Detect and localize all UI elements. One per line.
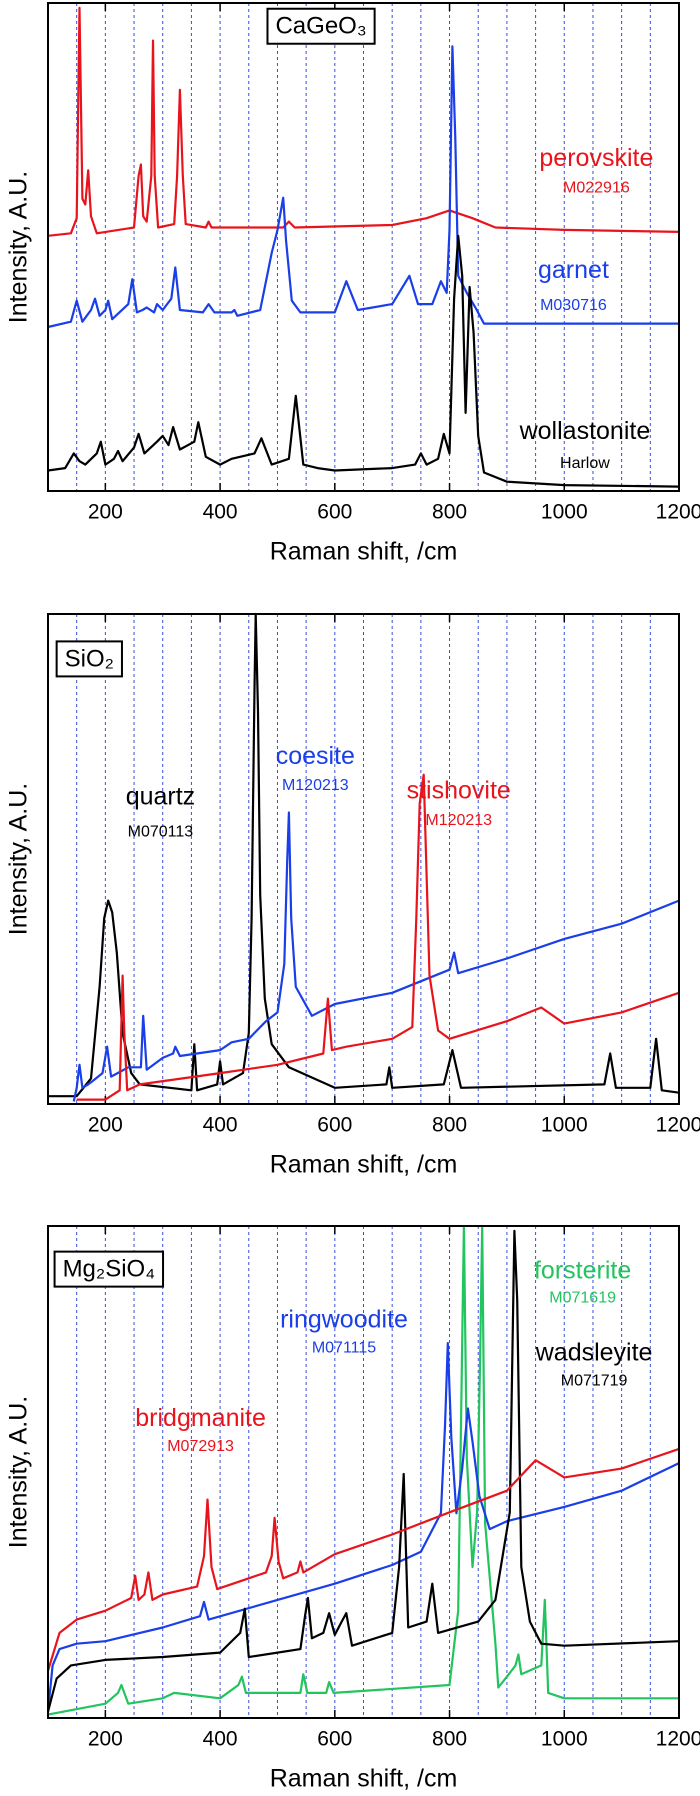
x-tick-label: 1000: [541, 501, 588, 524]
series-label: garnet: [538, 256, 609, 284]
x-axis-title: Raman shift, /cm: [270, 1151, 458, 1179]
x-tick-label: 800: [432, 1728, 467, 1751]
x-tick-label: 200: [88, 1114, 123, 1137]
series-label: bridgmanite: [135, 1404, 266, 1432]
sample-id: M120213: [425, 812, 492, 829]
sample-id: Harlow: [560, 455, 610, 472]
x-axis-title: Raman shift, /cm: [270, 538, 458, 566]
panel-title: SiO₂: [65, 645, 114, 672]
spectrum: [46, 1341, 680, 1712]
plot-frame: [47, 2, 680, 492]
series-label: stishovite: [407, 776, 511, 804]
sample-id: M072913: [167, 1438, 234, 1455]
spectrum: [76, 773, 680, 1101]
spectrum: [46, 1447, 680, 1672]
spectrum: [46, 1229, 680, 1712]
panel: 200 400 600 800 1000 1200 Raman shift, /cm Inte…: [5, 2, 700, 566]
sample-id: M030716: [540, 297, 607, 314]
x-tick-label: 800: [432, 501, 467, 524]
x-tick-label: 1200: [656, 501, 700, 524]
x-tick-label: 400: [203, 1114, 238, 1137]
x-tick-label: 1000: [541, 1728, 588, 1751]
y-axis-title: Intensity, A.U.: [5, 783, 33, 935]
spectrum: [47, 234, 680, 488]
sample-id: M120213: [282, 777, 349, 794]
title-box: [55, 640, 123, 678]
x-tick-label: 600: [317, 1114, 352, 1137]
series-label: coesite: [276, 742, 355, 770]
y-axis-title: Intensity, A.U.: [5, 1396, 33, 1548]
sample-id: M071719: [561, 1373, 628, 1390]
x-tick-label: 200: [88, 1728, 123, 1751]
x-tick-label: 600: [317, 501, 352, 524]
spectrum: [47, 6, 680, 237]
spectrum: [47, 1224, 679, 1716]
x-axis-title: Raman shift, /cm: [270, 1765, 458, 1793]
x-tick-label: 600: [317, 1728, 352, 1751]
spectrum: [72, 811, 680, 1102]
spectrum: [48, 612, 680, 1098]
x-tick-label: 1000: [541, 1114, 588, 1137]
y-axis-title: Intensity, A.U.: [5, 171, 33, 323]
series-label: wadsleyite: [535, 1339, 653, 1367]
series-label: forsterite: [534, 1256, 631, 1284]
panel-title: CaGeO₃: [275, 13, 366, 40]
x-tick-label: 1200: [656, 1728, 700, 1751]
panel: 200 400 600 800 1000 1200 Raman shift, /cm Inte…: [5, 1224, 700, 1793]
x-tick-label: 1200: [656, 1114, 700, 1137]
sample-id: M022916: [563, 180, 630, 197]
x-tick-label: 400: [203, 501, 238, 524]
panel: 200 400 600 800 1000 1200 Raman shift, /cm Inte…: [5, 612, 700, 1179]
x-tick-label: 200: [88, 501, 123, 524]
panel-title: Mg₂SiO₄: [63, 1256, 155, 1283]
sample-id: M070113: [128, 823, 194, 840]
plot-frame: [47, 613, 680, 1105]
series-label: perovskite: [539, 144, 653, 172]
title-box: [53, 1250, 165, 1288]
series-label: quartz: [126, 782, 195, 810]
x-tick-label: 400: [203, 1728, 238, 1751]
sample-id: M071115: [312, 1340, 376, 1357]
plot-frame: [47, 1225, 680, 1719]
x-tick-label: 800: [432, 1114, 467, 1137]
series-label: ringwoodite: [280, 1306, 408, 1334]
title-box: [266, 7, 376, 45]
spectrum: [47, 45, 679, 329]
sample-id: M071619: [549, 1290, 616, 1307]
series-label: wollastonite: [519, 417, 651, 445]
